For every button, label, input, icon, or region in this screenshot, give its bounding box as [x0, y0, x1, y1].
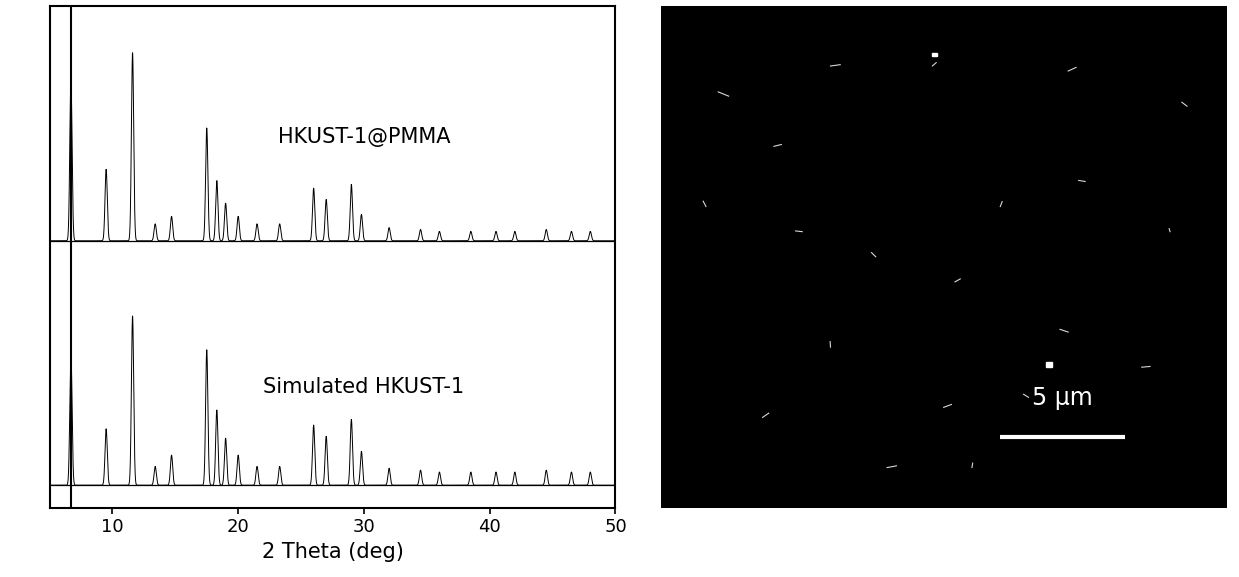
Text: HKUST-1@PMMA: HKUST-1@PMMA: [278, 128, 450, 147]
Text: Simulated HKUST-1: Simulated HKUST-1: [264, 377, 465, 398]
X-axis label: 2 Theta (deg): 2 Theta (deg): [261, 542, 404, 562]
Text: 5 μm: 5 μm: [1032, 386, 1093, 410]
Bar: [1046, 362, 1052, 367]
Bar: [932, 53, 937, 56]
